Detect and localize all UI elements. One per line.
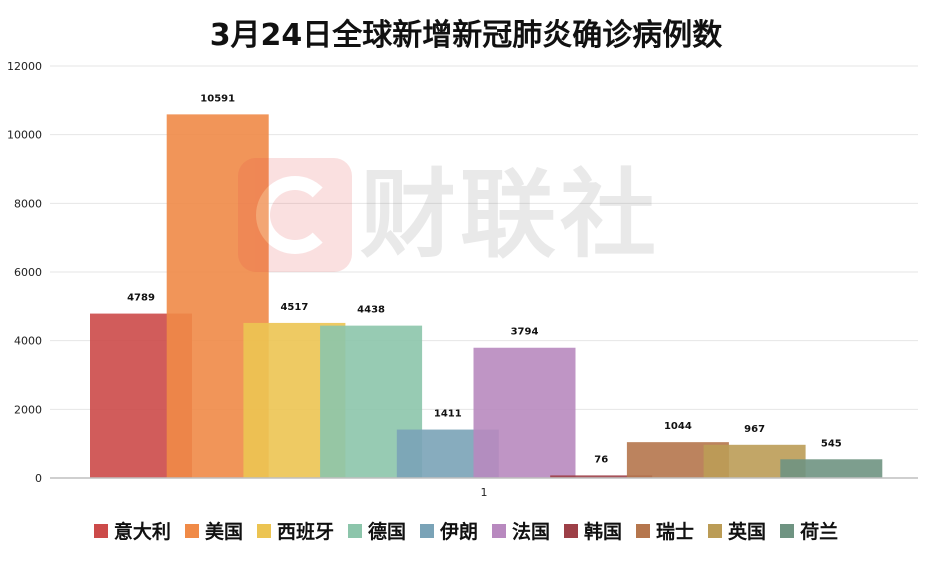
legend-label: 韩国	[584, 521, 623, 543]
y-axis-ticks: 0 2000 4000 6000 8000 10000 12000	[7, 60, 42, 485]
x-tick-label: 1	[481, 486, 488, 499]
data-label: 1044	[664, 421, 692, 432]
legend-swatch	[708, 523, 723, 538]
legend-label: 法国	[512, 521, 551, 543]
bar	[550, 475, 653, 478]
legend-label: 瑞士	[656, 521, 695, 543]
legend-label: 美国	[204, 521, 243, 543]
legend-entry: 美国	[184, 517, 243, 544]
legend-swatch	[256, 523, 271, 538]
legend: 意大利 美国 西班牙 德国 伊朗 法国 韩国 瑞士 英国 荷兰	[0, 517, 932, 544]
data-label: 3794	[511, 327, 539, 338]
legend-entry: 英国	[708, 517, 766, 544]
legend-entry: 意大利	[93, 517, 171, 544]
legend-label: 德国	[367, 521, 406, 543]
legend-swatch	[780, 523, 795, 538]
legend-entry: 伊朗	[419, 517, 478, 544]
legend-swatch	[564, 523, 579, 538]
legend-entry: 西班牙	[256, 517, 334, 544]
data-label: 967	[744, 424, 765, 435]
data-labels: 4789 10591 4517 4438 1411 3794 76 1044 967 545	[127, 93, 842, 465]
legend-swatch	[93, 523, 108, 538]
legend-label: 西班牙	[276, 521, 334, 543]
legend-swatch	[184, 523, 199, 538]
data-label: 4438	[357, 305, 385, 316]
bar	[473, 347, 576, 478]
bars	[90, 114, 883, 478]
data-label: 76	[594, 454, 608, 465]
legend-label: 意大利	[113, 521, 171, 543]
y-tick-label: 0	[35, 472, 42, 485]
data-label: 4789	[127, 293, 155, 304]
legend-entry: 荷兰	[780, 517, 838, 544]
y-tick-label: 6000	[14, 266, 42, 279]
y-tick-label: 10000	[7, 129, 42, 142]
legend-entry: 法国	[492, 517, 550, 544]
y-tick-label: 8000	[14, 197, 42, 210]
legend-swatch	[492, 523, 506, 538]
legend-swatch	[636, 523, 651, 538]
data-label: 10591	[200, 93, 235, 104]
legend-swatch	[347, 523, 362, 538]
y-tick-label: 12000	[7, 60, 42, 73]
y-tick-label: 4000	[14, 335, 42, 348]
legend-label: 荷兰	[800, 521, 839, 543]
chart-title: 3月24日全球新增新冠肺炎确诊病例数	[209, 18, 723, 53]
data-label: 1411	[434, 409, 462, 420]
bar	[780, 459, 883, 478]
data-label: 545	[821, 438, 842, 449]
data-label: 4517	[280, 302, 308, 313]
y-tick-label: 2000	[14, 403, 42, 416]
legend-label: 伊朗	[439, 521, 478, 543]
legend-label: 英国	[728, 521, 767, 543]
legend-entry: 德国	[347, 517, 406, 544]
legend-entry: 瑞士	[636, 517, 694, 544]
legend-swatch	[419, 523, 434, 538]
x-axis-ticks: 1	[481, 486, 488, 499]
legend-entry: 韩国	[564, 517, 622, 544]
